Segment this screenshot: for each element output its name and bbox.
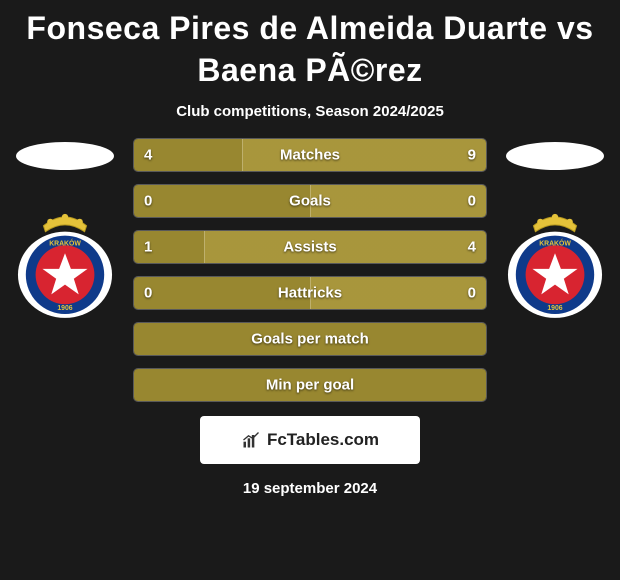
club-crest-left: KRAKÓW 1906 — [16, 210, 114, 320]
bar-fill-left — [134, 185, 310, 217]
svg-text:1906: 1906 — [547, 305, 562, 312]
player-photo-right — [506, 142, 604, 170]
infographic-container: Fonseca Pires de Almeida Duarte vs Baena… — [0, 0, 620, 580]
bar-fill-right — [310, 185, 486, 217]
stat-value-right: 0 — [468, 193, 476, 210]
club-crest-right: KRAKÓW 1906 — [506, 210, 604, 320]
crest-icon: KRAKÓW 1906 — [506, 210, 604, 320]
stat-row: Goals per match — [133, 322, 487, 356]
stat-value-left: 0 — [144, 193, 152, 210]
stat-row: Min per goal — [133, 368, 487, 402]
footer-brand: FcTables.com — [200, 416, 420, 464]
date-text: 19 september 2024 — [243, 480, 377, 497]
stat-label: Goals per match — [251, 331, 369, 348]
subtitle: Club competitions, Season 2024/2025 — [176, 103, 444, 120]
stat-row: 4 9 Matches — [133, 138, 487, 172]
stat-label: Min per goal — [266, 377, 354, 394]
page-title: Fonseca Pires de Almeida Duarte vs Baena… — [0, 8, 620, 91]
main-row: KRAKÓW 1906 4 9 Matches 0 0 Goals 1 4 Assists 0 0 H… — [0, 138, 620, 402]
stat-label: Assists — [283, 239, 336, 256]
bar-divider — [486, 323, 487, 355]
svg-text:1906: 1906 — [57, 305, 72, 312]
stat-value-left: 4 — [144, 147, 152, 164]
stat-row: 0 0 Hattricks — [133, 276, 487, 310]
chart-icon — [241, 430, 261, 450]
footer-brand-text: FcTables.com — [267, 430, 379, 450]
stat-label: Goals — [289, 193, 331, 210]
stat-row: 1 4 Assists — [133, 230, 487, 264]
stat-value-right: 4 — [468, 239, 476, 256]
right-player-side: KRAKÓW 1906 — [505, 138, 605, 320]
stat-value-left: 0 — [144, 285, 152, 302]
stat-value-left: 1 — [144, 239, 152, 256]
crest-icon: KRAKÓW 1906 — [16, 210, 114, 320]
left-player-side: KRAKÓW 1906 — [15, 138, 115, 320]
stat-label: Hattricks — [278, 285, 342, 302]
stat-value-right: 0 — [468, 285, 476, 302]
stat-row: 0 0 Goals — [133, 184, 487, 218]
bar-fill-right — [242, 139, 486, 171]
svg-text:KRAKÓW: KRAKÓW — [49, 239, 81, 248]
bar-divider — [242, 139, 243, 171]
bar-fill-right — [204, 231, 486, 263]
bar-divider — [204, 231, 205, 263]
svg-text:KRAKÓW: KRAKÓW — [539, 239, 571, 248]
bar-divider — [486, 369, 487, 401]
stat-label: Matches — [280, 147, 340, 164]
player-photo-left — [16, 142, 114, 170]
stat-bars: 4 9 Matches 0 0 Goals 1 4 Assists 0 0 Hattricks Goal… — [133, 138, 487, 402]
stat-value-right: 9 — [468, 147, 476, 164]
